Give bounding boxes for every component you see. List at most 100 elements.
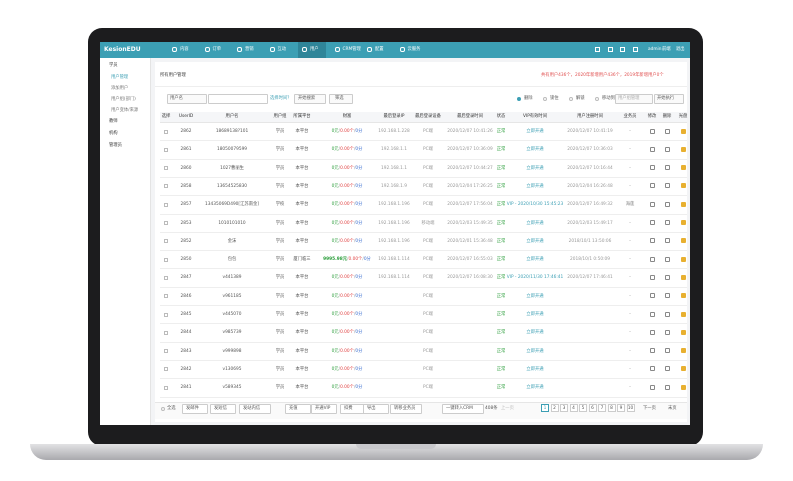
row-checkbox[interactable] [164, 385, 168, 390]
filter-btn[interactable] [329, 94, 353, 104]
radio[interactable] [595, 97, 599, 101]
table-cell[interactable]: 立即开通 [526, 165, 544, 171]
nav-tool-icon[interactable] [633, 47, 638, 52]
row-checkbox[interactable] [164, 239, 168, 244]
row-checkbox[interactable] [164, 184, 168, 189]
row-checkbox[interactable] [164, 294, 168, 299]
table-cell[interactable]: 立即开通 [526, 385, 544, 391]
delete-icon[interactable] [664, 220, 670, 225]
radio-label[interactable]: 移动到 [602, 96, 615, 101]
table-cell[interactable]: 立即开通 [526, 147, 544, 153]
side-group[interactable]: 教师 [109, 119, 118, 124]
delete-icon[interactable] [664, 274, 670, 280]
row-checkbox[interactable] [164, 367, 168, 372]
delete-icon[interactable] [664, 183, 670, 189]
last[interactable]: 末页 [668, 405, 677, 411]
delete-icon[interactable] [664, 384, 670, 390]
radio[interactable] [569, 97, 573, 101]
table-cell[interactable]: 立即开通 [526, 366, 544, 372]
folder-icon[interactable] [680, 201, 686, 207]
page-btn[interactable] [541, 403, 549, 412]
edit-icon[interactable] [649, 128, 655, 134]
edit-icon[interactable] [649, 384, 655, 390]
nav-tool-icon[interactable] [620, 47, 625, 52]
table-cell[interactable]: VIP - 2020/10/30 15:45:23 [506, 202, 564, 208]
row-checkbox[interactable] [164, 221, 168, 225]
footer-btn[interactable] [311, 403, 337, 414]
row-checkbox[interactable] [164, 147, 168, 152]
page-btn[interactable] [560, 403, 568, 412]
page-btn[interactable] [607, 403, 616, 412]
edit-icon[interactable] [649, 256, 655, 262]
row-checkbox[interactable] [164, 166, 168, 171]
nav-item[interactable]: 内容 [180, 47, 189, 52]
delete-icon[interactable] [664, 366, 670, 372]
folder-icon[interactable] [680, 329, 686, 335]
folder-icon[interactable] [680, 293, 686, 299]
nav-item[interactable]: 营销 [245, 47, 254, 52]
edit-icon[interactable] [649, 220, 655, 225]
row-checkbox[interactable] [164, 349, 168, 354]
row-checkbox[interactable] [164, 257, 168, 262]
side-group[interactable]: 学员 [109, 63, 118, 68]
folder-icon[interactable] [680, 256, 686, 262]
radio-label[interactable]: 解锁 [576, 96, 585, 101]
footer-btn[interactable] [363, 403, 389, 414]
nav-item[interactable]: 云服务 [407, 47, 421, 52]
side-item[interactable]: 用户变体/来源 [111, 108, 139, 113]
folder-icon[interactable] [680, 348, 686, 354]
footer-btn[interactable] [390, 403, 422, 414]
side-item[interactable]: 用户组(部门) [111, 97, 136, 102]
execute-btn[interactable] [654, 94, 684, 104]
table-cell[interactable]: 立即开通 [526, 293, 544, 299]
folder-icon[interactable] [680, 128, 686, 134]
search-input[interactable] [208, 94, 268, 104]
group-select[interactable] [615, 94, 653, 104]
row-checkbox[interactable] [164, 312, 168, 317]
table-cell[interactable]: 立即开通 [526, 238, 544, 244]
delete-icon[interactable] [664, 348, 670, 354]
row-checkbox[interactable] [164, 129, 168, 134]
edit-icon[interactable] [649, 329, 655, 335]
radio[interactable] [543, 97, 547, 101]
folder-icon[interactable] [680, 220, 686, 225]
delete-icon[interactable] [664, 311, 670, 317]
nav-user-link[interactable]: 退出 [676, 47, 685, 52]
delete-icon[interactable] [664, 238, 670, 244]
edit-icon[interactable] [649, 201, 655, 207]
table-cell[interactable]: 立即开通 [526, 220, 544, 226]
side-item[interactable]: 用户管理 [111, 75, 129, 80]
page-btn[interactable] [617, 403, 625, 412]
table-cell[interactable]: VIP - 2020/11/30 17:46:41 [506, 275, 564, 281]
nav-tool-icon[interactable] [608, 47, 613, 52]
edit-icon[interactable] [649, 366, 655, 372]
folder-icon[interactable] [680, 238, 686, 244]
edit-icon[interactable] [649, 146, 655, 152]
nav-item[interactable]: 订单 [212, 47, 222, 52]
row-checkbox[interactable] [164, 202, 168, 207]
footer-btn[interactable] [285, 403, 311, 414]
select[interactable] [167, 94, 207, 104]
page-btn[interactable] [550, 403, 559, 412]
next[interactable]: 下一页 [643, 405, 656, 411]
nav-item[interactable]: 配置 [375, 47, 384, 52]
select-all-box[interactable] [161, 406, 165, 411]
table-cell[interactable]: 立即开通 [526, 129, 544, 134]
radio[interactable] [517, 97, 521, 101]
side-group[interactable]: 机构 [109, 131, 118, 136]
folder-icon[interactable] [680, 183, 686, 189]
folder-icon[interactable] [680, 274, 686, 280]
footer-btn[interactable] [182, 403, 208, 414]
folder-icon[interactable] [680, 311, 686, 317]
side-group[interactable]: 管理员 [109, 143, 122, 148]
edit-icon[interactable] [649, 238, 655, 244]
delete-icon[interactable] [664, 256, 670, 262]
edit-icon[interactable] [649, 183, 655, 189]
edit-icon[interactable] [649, 165, 655, 171]
table-cell[interactable]: 立即开通 [526, 312, 544, 317]
nav-item[interactable]: 用户 [310, 47, 319, 52]
page-btn[interactable] [569, 403, 578, 412]
edit-icon[interactable] [649, 348, 655, 354]
footer-btn[interactable] [442, 403, 484, 414]
folder-icon[interactable] [680, 146, 686, 152]
